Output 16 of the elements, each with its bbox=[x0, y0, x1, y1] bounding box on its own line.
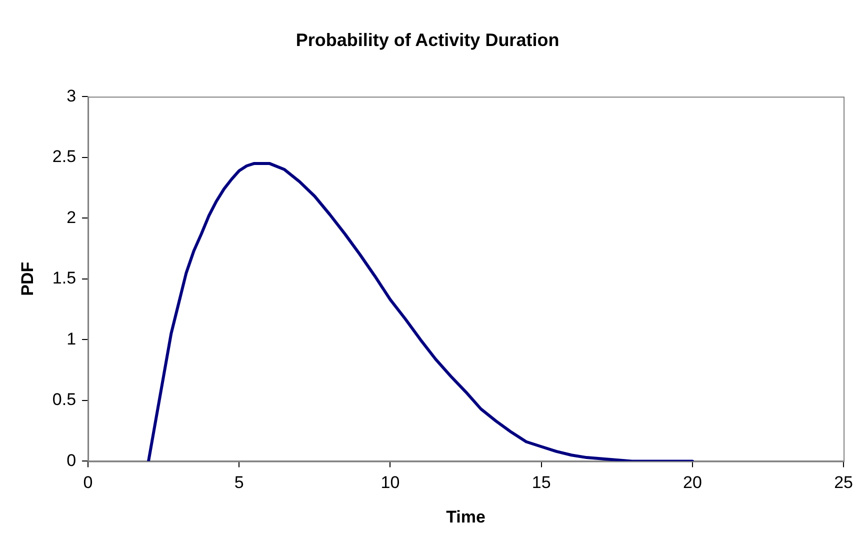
x-tick-label: 20 bbox=[682, 473, 702, 492]
y-tick-label: 3 bbox=[66, 86, 76, 106]
y-tick-label: 1 bbox=[66, 329, 76, 348]
x-axis-title: Time bbox=[446, 507, 486, 526]
x-tick-label: 15 bbox=[532, 473, 551, 492]
x-tick-label: 10 bbox=[380, 473, 400, 492]
y-tick-label: 0 bbox=[66, 450, 76, 470]
x-tick-label: 25 bbox=[834, 473, 854, 492]
chart-title: Probability of Activity Duration bbox=[296, 30, 560, 50]
y-tick-label: 1.5 bbox=[52, 268, 76, 288]
y-tick-label: 0.5 bbox=[52, 390, 76, 410]
y-tick-label: 2.5 bbox=[52, 147, 76, 166]
y-tick-label: 2 bbox=[66, 208, 76, 227]
y-axis-title: PDF bbox=[18, 262, 37, 296]
x-tick-label: 5 bbox=[234, 473, 244, 492]
x-tick-label: 0 bbox=[83, 473, 93, 492]
